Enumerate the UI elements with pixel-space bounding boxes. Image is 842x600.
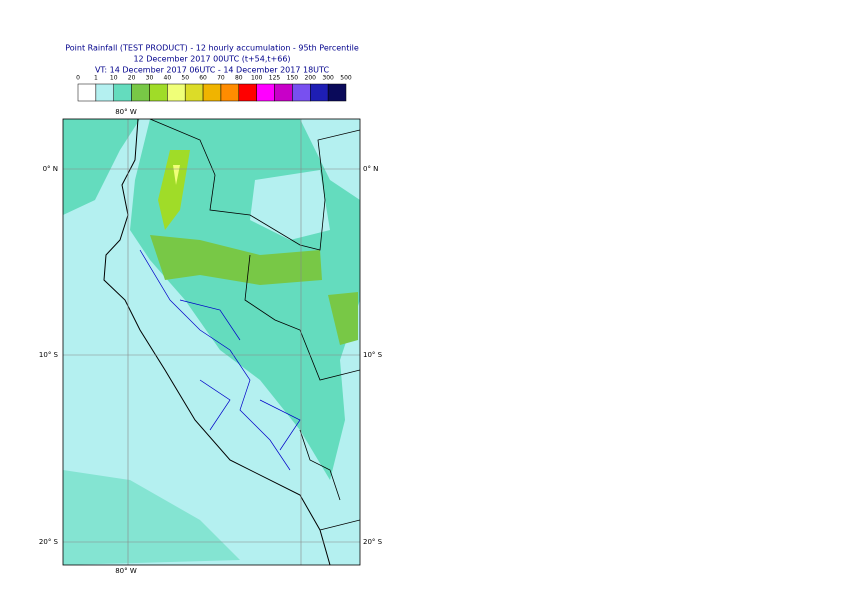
colorbar-swatch xyxy=(256,83,275,102)
rain-area xyxy=(63,470,240,565)
colorbar-swatch xyxy=(95,83,114,102)
coastline xyxy=(103,119,331,565)
colorbar-swatch xyxy=(77,83,97,102)
colorbar-label: 1 xyxy=(94,75,98,82)
region-border xyxy=(139,249,301,471)
rain-area xyxy=(158,150,190,230)
subtitle: 12 December 2017 00UTC (t+54,t+66) xyxy=(133,55,290,64)
colorbar-label: 50 xyxy=(181,75,189,82)
colorbar-label: 500 xyxy=(340,75,352,82)
colorbar-label: 200 xyxy=(305,75,317,82)
colorbar-label: 150 xyxy=(287,75,299,82)
lat-label: 10° S xyxy=(39,351,59,359)
rain-area xyxy=(173,165,180,185)
colorbar-label: 40 xyxy=(164,75,172,82)
rain-area xyxy=(150,235,322,285)
colorbar-swatch xyxy=(238,83,257,102)
lat-label: 20° S xyxy=(39,538,59,546)
lat-label: 20° S xyxy=(363,538,383,546)
border xyxy=(149,119,360,531)
colorbar-swatch xyxy=(167,83,186,102)
valid-time: VT: 14 December 2017 06UTC - 14 December… xyxy=(95,66,329,75)
lon-label: 80° W xyxy=(115,567,137,575)
colorbar-label: 10 xyxy=(110,75,118,82)
dry-area xyxy=(300,119,360,200)
colorbar-label: 20 xyxy=(128,75,136,82)
colorbar: 0 1 10 20 30 40 50 60 70 80 100 125 150 200 300 500 xyxy=(76,75,352,102)
map-frame xyxy=(62,118,361,566)
colorbar-label: 0 xyxy=(76,75,80,82)
colorbar-label: 70 xyxy=(217,75,225,82)
colorbar-label: 80 xyxy=(235,75,243,82)
colorbar-swatch xyxy=(202,83,222,102)
colorbar-label: 60 xyxy=(199,75,207,82)
colorbar-swatch xyxy=(274,83,293,102)
colorbar-swatch xyxy=(327,83,347,102)
lat-label: 10° S xyxy=(363,351,383,359)
colorbar-swatch xyxy=(310,83,329,102)
colorbar-swatch xyxy=(149,83,168,102)
map xyxy=(63,119,360,565)
lat-label: 0° N xyxy=(43,165,58,173)
rain-area xyxy=(328,292,358,345)
lon-label: 80° W xyxy=(115,108,137,116)
dry-area xyxy=(250,170,330,240)
title: Point Rainfall (TEST PRODUCT) - 12 hourl… xyxy=(65,44,359,53)
colorbar-label: 100 xyxy=(251,75,263,82)
colorbar-swatch xyxy=(113,83,132,102)
colorbar-label: 300 xyxy=(322,75,334,82)
colorbar-label: 125 xyxy=(269,75,281,82)
graticule xyxy=(63,119,360,565)
lat-label: 0° N xyxy=(363,165,378,173)
rain-area xyxy=(63,119,140,215)
colorbar-swatch xyxy=(131,83,150,102)
colorbar-swatch xyxy=(220,83,240,102)
colorbar-swatch xyxy=(184,83,204,102)
colorbar-label: 30 xyxy=(146,75,154,82)
colorbar-swatch xyxy=(292,83,311,102)
